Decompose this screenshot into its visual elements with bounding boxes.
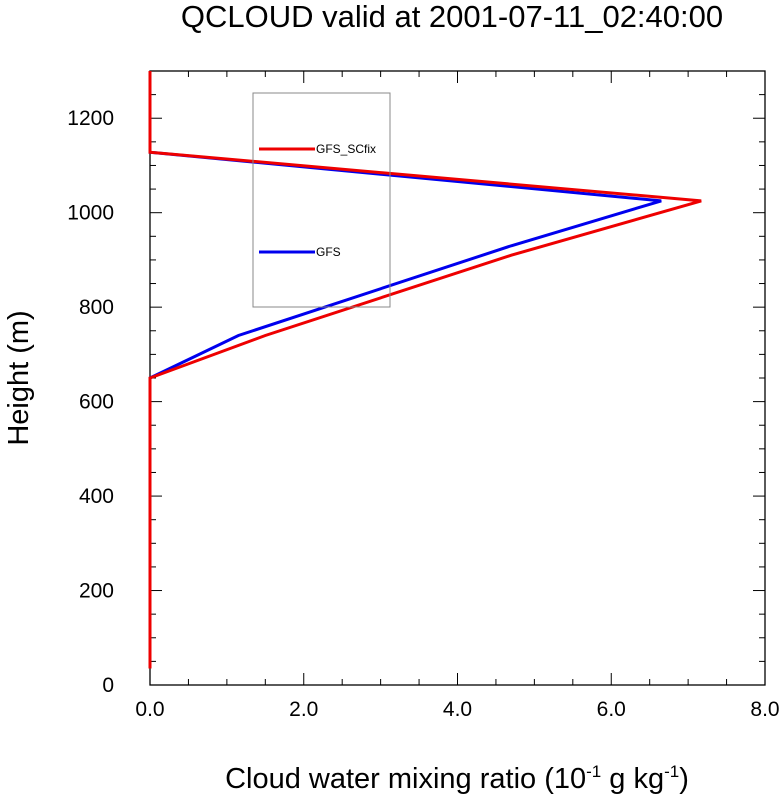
series-line-gfs bbox=[148, 71, 662, 669]
x-axis-label-exp2: -1 bbox=[664, 762, 679, 781]
y-axis-label: Height (m) bbox=[3, 310, 35, 445]
x-tick-label: 4.0 bbox=[443, 698, 472, 721]
x-tick-label: 6.0 bbox=[597, 698, 626, 721]
x-axis-label-main: Cloud water mixing ratio (10 bbox=[225, 763, 586, 795]
chart-title: QCLOUD valid at 2001-07-11_02:40:00 bbox=[181, 0, 723, 34]
y-tick-label: 200 bbox=[79, 580, 114, 603]
y-tick-label: 400 bbox=[79, 485, 114, 508]
y-tick-label: 1200 bbox=[67, 107, 114, 130]
x-tick-label: 0.0 bbox=[135, 698, 164, 721]
axis-ticks bbox=[149, 70, 766, 686]
x-axis-label-exp1: -1 bbox=[586, 762, 601, 781]
legend-label-gfs: GFS bbox=[316, 245, 341, 259]
plot-frame bbox=[149, 70, 766, 686]
y-tick-label: 0 bbox=[102, 674, 114, 697]
y-tick-label: 600 bbox=[79, 391, 114, 414]
legend-label-gfs-scfix: GFS_SCfix bbox=[316, 142, 376, 156]
x-axis-label-close: ) bbox=[679, 763, 689, 795]
x-axis-label-unit: g kg bbox=[601, 763, 664, 795]
x-tick-label: 2.0 bbox=[289, 698, 318, 721]
y-tick-label: 1000 bbox=[67, 202, 114, 225]
legend-box bbox=[252, 92, 391, 308]
x-tick-label: 8.0 bbox=[750, 698, 779, 721]
legend: GFS_SCfix GFS bbox=[252, 92, 391, 308]
series-line-gfs-scfix bbox=[148, 71, 702, 669]
x-tick-labels: 0.0 2.0 4.0 6.0 8.0 bbox=[135, 698, 779, 721]
series-lines bbox=[148, 71, 702, 669]
x-axis-label: Cloud water mixing ratio (10-1 g kg-1) bbox=[225, 762, 689, 795]
y-tick-labels: 0 200 400 600 800 1000 1200 bbox=[67, 107, 114, 697]
y-tick-label: 800 bbox=[79, 296, 114, 319]
